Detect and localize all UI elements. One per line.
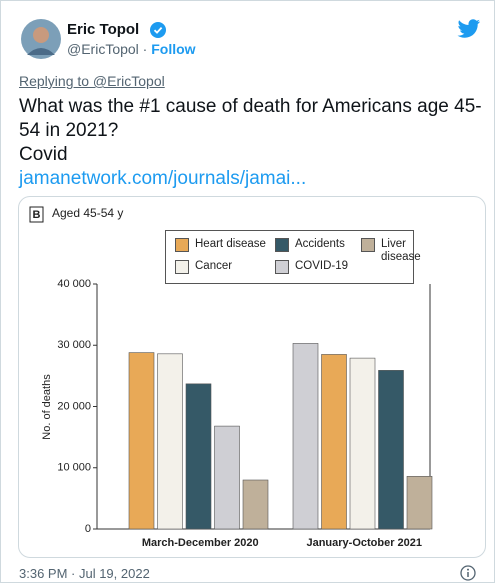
x-tick-label: March-December 2020 [142, 537, 259, 549]
y-tick-label: 0 [85, 523, 91, 535]
bar [157, 353, 183, 530]
bar [321, 354, 347, 530]
panel-box [29, 206, 44, 223]
y-tick-label: 30 000 [57, 339, 91, 351]
legend-swatch [361, 238, 375, 252]
reply-context[interactable]: Replying to @EricTopol [19, 73, 165, 89]
legend-label: Accidents [295, 238, 345, 250]
handle-row: @EricTopol · Follow [67, 41, 196, 57]
bar [214, 425, 240, 530]
chart-image[interactable]: B Aged 45-54 y No. of deaths 0 10 000 20 0… [18, 196, 486, 558]
twitter-logo[interactable] [457, 19, 481, 39]
legend-swatch [275, 260, 289, 274]
legend-item: Liver disease [361, 238, 421, 264]
paragraph: Covid [19, 144, 68, 165]
paragraph: What was the #1 cause of death for Ameri… [19, 96, 482, 141]
y-axis-label: No. of deaths [41, 374, 53, 440]
bar [128, 352, 155, 530]
legend-swatch [175, 238, 189, 252]
tweet-text: What was the #1 cause of death for Ameri… [19, 95, 484, 191]
bar [185, 383, 212, 530]
legend-swatch [175, 260, 189, 274]
bar [349, 357, 376, 530]
bar [406, 476, 433, 530]
legend-item: Accidents [275, 238, 345, 252]
author-name[interactable]: Eric Topol [67, 21, 140, 38]
info-icon[interactable] [460, 565, 476, 581]
legend-item: Cancer [175, 260, 232, 274]
legend-item: COVID-19 [275, 260, 348, 274]
handle[interactable]: @EricTopol [67, 41, 139, 57]
legend: Heart disease Cancer Accidents COVID-19 Live… [165, 230, 421, 284]
x-tick-label: January-October 2021 [306, 537, 422, 549]
chart: B Aged 45-54 y No. of deaths 0 10 000 20 0… [29, 206, 433, 549]
legend-label: Heart disease [195, 238, 266, 250]
legend-label: Liver disease [381, 238, 421, 263]
verified-badge [150, 22, 166, 38]
y-tick-label: 10 000 [57, 462, 91, 474]
bar [292, 343, 319, 530]
bar [242, 479, 269, 530]
y-tick-label: 40 000 [57, 278, 91, 290]
chart-title: Aged 45-54 y [52, 206, 123, 220]
follow-button[interactable]: Follow [151, 41, 196, 57]
panel-label: B [33, 209, 41, 221]
legend-swatch [275, 238, 289, 252]
legend-item: Heart disease [175, 238, 266, 252]
link[interactable]: jamanetwork.com/journals/jamai... [19, 168, 307, 189]
legend-label: COVID-19 [295, 260, 349, 272]
y-tick-label: 20 000 [57, 400, 91, 412]
legend-label: Cancer [195, 260, 233, 272]
bar [378, 370, 404, 530]
avatar[interactable] [21, 19, 61, 59]
timestamp[interactable]: 3:36 PM · Jul 19, 2022 [19, 566, 150, 581]
